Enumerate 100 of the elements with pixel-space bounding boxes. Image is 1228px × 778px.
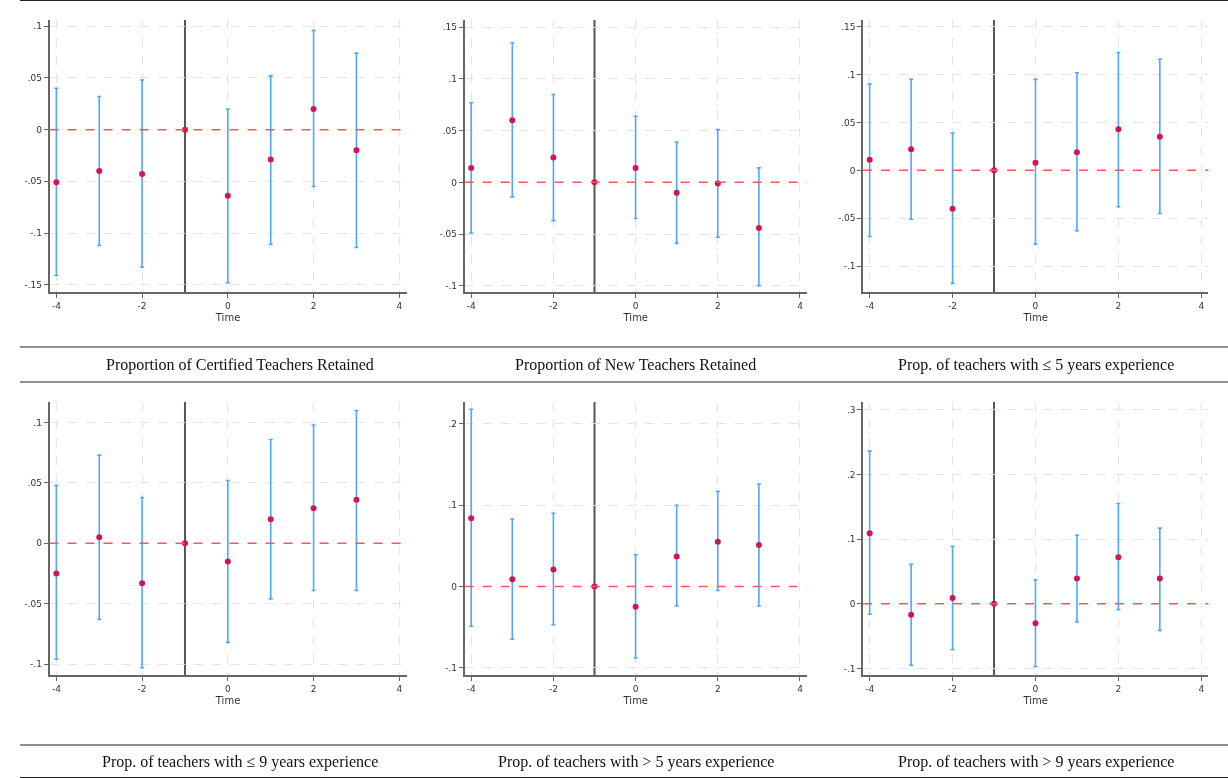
x-tick-label: -4 [466, 683, 476, 694]
point [550, 154, 557, 161]
point [468, 515, 475, 522]
y-tick-label: 0 [849, 165, 856, 176]
y-tick-label: .2 [846, 469, 856, 480]
x-tick-label: 4 [1198, 300, 1205, 311]
point [139, 171, 146, 178]
text: Proportion of New Teachers Retained [515, 356, 757, 374]
x-tick-label: -2 [548, 683, 558, 694]
point [755, 224, 762, 231]
x-tick-label: -4 [865, 300, 875, 311]
point [1073, 575, 1080, 582]
x-tick-label: -4 [865, 683, 875, 694]
x-tick-label: -2 [948, 300, 958, 311]
x-tick-label: 4 [396, 683, 403, 694]
y-tick-label: -.05 [439, 229, 458, 240]
point [949, 595, 956, 602]
y-tick-label: .15 [442, 22, 458, 33]
y-tick-label: .1 [448, 500, 458, 511]
y-tick-label: -.1 [30, 228, 42, 239]
point [1156, 133, 1163, 140]
y-tick-label: -.05 [837, 213, 856, 224]
point [866, 530, 873, 537]
point [632, 603, 639, 610]
point [632, 164, 639, 171]
point [310, 105, 317, 112]
point [1115, 554, 1122, 561]
y-tick-label: .1 [33, 21, 42, 32]
y-tick-label: .3 [846, 404, 856, 415]
x-tick-label: 4 [797, 683, 804, 694]
point [53, 179, 60, 186]
point [1032, 159, 1039, 166]
point [908, 146, 915, 153]
y-tick-label: -.05 [24, 176, 42, 187]
x-tick-label: 4 [1198, 683, 1205, 694]
point [1115, 126, 1122, 133]
x-tick-label: 4 [797, 300, 804, 311]
x-tick-label: 0 [1032, 300, 1039, 311]
point [96, 168, 103, 174]
x-axis-title: Time [214, 311, 241, 323]
y-tick-label: -.1 [445, 280, 458, 291]
point [755, 542, 762, 548]
y-tick-label: 0 [451, 581, 458, 592]
x-tick-label: -2 [948, 683, 958, 694]
point [1073, 149, 1080, 156]
y-tick-label: 0 [36, 538, 43, 549]
point [673, 189, 680, 196]
point [550, 566, 557, 573]
y-tick-label: .05 [27, 73, 42, 84]
x-tick-label: 0 [224, 683, 231, 694]
x-tick-label: 0 [224, 300, 231, 311]
text: Prop. of teachers with ≤ 9 years experience [102, 753, 379, 771]
x-tick-label: -2 [548, 300, 558, 311]
x-tick-label: 2 [1115, 683, 1122, 694]
y-tick-label: .2 [448, 419, 458, 430]
point [96, 534, 103, 541]
point [673, 553, 680, 560]
x-tick-label: 2 [310, 300, 317, 311]
x-tick-label: -2 [137, 683, 147, 694]
x-tick-label: -2 [137, 300, 147, 311]
point [509, 576, 516, 583]
point [509, 117, 516, 124]
x-axis-title: Time [622, 694, 649, 706]
y-tick-label: .1 [846, 534, 856, 545]
point [949, 205, 956, 212]
x-tick-label: 0 [632, 300, 639, 311]
y-tick-label: 0 [451, 177, 458, 188]
x-axis-title: Time [214, 694, 241, 706]
text: Prop. of teachers with ≤ 5 years experience [898, 356, 1175, 374]
y-tick-label: .15 [841, 21, 856, 32]
point [353, 496, 360, 503]
y-tick-label: .05 [27, 478, 42, 489]
x-tick-label: 4 [396, 300, 403, 311]
point [224, 558, 231, 565]
x-axis-title: Time [1022, 311, 1048, 323]
x-tick-label: 0 [1032, 683, 1039, 694]
point [224, 192, 231, 199]
text: Proportion of Certified Teachers Retained [106, 356, 374, 374]
y-tick-label: .1 [448, 74, 458, 85]
point [908, 611, 915, 618]
x-tick-label: 2 [310, 683, 317, 694]
x-tick-label: -4 [51, 300, 62, 311]
x-tick-label: -4 [51, 683, 62, 694]
x-tick-label: 2 [714, 683, 721, 694]
y-tick-label: .05 [841, 117, 856, 128]
x-tick-label: 2 [714, 300, 721, 311]
y-tick-label: 0 [36, 124, 43, 135]
x-axis-title: Time [622, 311, 649, 323]
x-tick-label: 2 [1115, 300, 1122, 311]
point [353, 147, 360, 154]
y-tick-label: 0 [849, 598, 856, 609]
point [1156, 575, 1163, 582]
point [53, 570, 60, 577]
point [267, 156, 274, 163]
x-tick-label: 0 [632, 683, 639, 694]
text: Prop. of teachers with > 9 years experience [898, 753, 1175, 771]
y-tick-label: -.05 [24, 598, 42, 609]
y-tick-label: -.1 [445, 662, 458, 673]
point [468, 164, 475, 171]
y-tick-label: -.1 [843, 261, 856, 272]
